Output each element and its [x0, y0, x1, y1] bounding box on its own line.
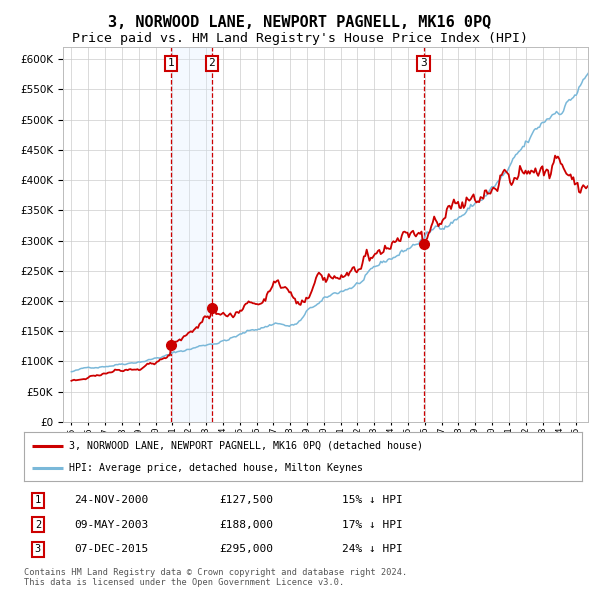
Text: 3, NORWOOD LANE, NEWPORT PAGNELL, MK16 0PQ (detached house): 3, NORWOOD LANE, NEWPORT PAGNELL, MK16 0… — [68, 441, 422, 451]
Text: 1: 1 — [35, 496, 41, 505]
Text: 3, NORWOOD LANE, NEWPORT PAGNELL, MK16 0PQ: 3, NORWOOD LANE, NEWPORT PAGNELL, MK16 0… — [109, 15, 491, 30]
Text: 2: 2 — [209, 58, 215, 68]
Text: Contains HM Land Registry data © Crown copyright and database right 2024.
This d: Contains HM Land Registry data © Crown c… — [24, 568, 407, 587]
Text: 24-NOV-2000: 24-NOV-2000 — [74, 496, 148, 505]
Text: 09-MAY-2003: 09-MAY-2003 — [74, 520, 148, 530]
Bar — [170, 47, 212, 422]
Text: £188,000: £188,000 — [220, 520, 273, 530]
Text: £295,000: £295,000 — [220, 545, 273, 555]
Text: 17% ↓ HPI: 17% ↓ HPI — [342, 520, 403, 530]
Text: 2: 2 — [35, 520, 41, 530]
Text: HPI: Average price, detached house, Milton Keynes: HPI: Average price, detached house, Milt… — [68, 463, 362, 473]
Text: 3: 3 — [420, 58, 427, 68]
Text: Price paid vs. HM Land Registry's House Price Index (HPI): Price paid vs. HM Land Registry's House … — [72, 32, 528, 45]
Text: 15% ↓ HPI: 15% ↓ HPI — [342, 496, 403, 505]
Text: £127,500: £127,500 — [220, 496, 273, 505]
Text: 3: 3 — [35, 545, 41, 555]
Text: 07-DEC-2015: 07-DEC-2015 — [74, 545, 148, 555]
Text: 1: 1 — [167, 58, 174, 68]
Text: 24% ↓ HPI: 24% ↓ HPI — [342, 545, 403, 555]
